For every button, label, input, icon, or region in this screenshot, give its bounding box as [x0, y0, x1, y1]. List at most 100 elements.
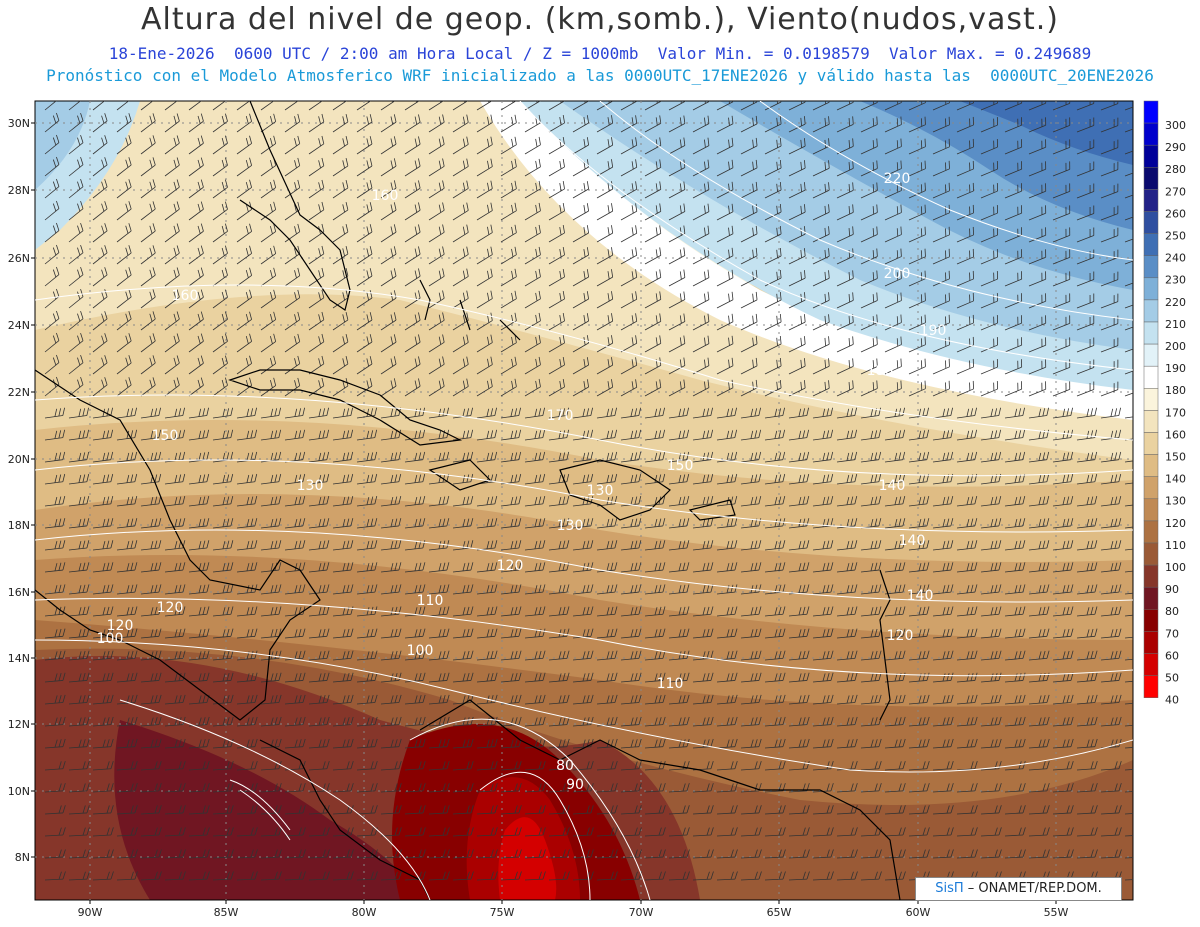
wind-barb [116, 135, 132, 155]
wind-barb [1076, 650, 1098, 661]
wind-barb [716, 137, 734, 155]
wind-barb [116, 540, 138, 551]
wind-barb [932, 138, 950, 155]
wind-barb [500, 672, 522, 683]
wind-barb [692, 495, 714, 507]
wind-barb [44, 628, 66, 639]
wind-barb [260, 135, 277, 155]
wind-barb [284, 201, 301, 221]
wind-barb [668, 473, 690, 485]
wind-barb [92, 694, 114, 705]
wind-barb [1124, 238, 1133, 243]
wind-barb [1100, 628, 1122, 639]
wind-barb [740, 473, 762, 485]
wind-barb [404, 694, 426, 705]
credit-box: SisΠ – ONAMET/REP.DOM. [915, 877, 1122, 901]
wind-barb [236, 716, 258, 727]
wind-barb [620, 291, 638, 309]
wind-barb [668, 407, 690, 419]
wind-barb [68, 650, 90, 661]
wind-barb [740, 159, 758, 177]
wind-barb [212, 223, 228, 243]
wind-barb [572, 101, 589, 111]
wind-barb [572, 805, 594, 815]
wind-barb [644, 313, 662, 331]
wind-barb [692, 181, 710, 199]
wind-barb [1124, 282, 1133, 287]
wind-barb [308, 451, 330, 463]
wind-barb [620, 650, 642, 661]
wind-barb [68, 783, 90, 793]
wind-barb [716, 518, 738, 529]
wind-barb [188, 451, 210, 463]
wind-barb [716, 738, 738, 749]
wind-barb [1004, 407, 1026, 419]
wind-barb [860, 584, 882, 595]
wind-barb [1052, 518, 1074, 529]
lon-label: 80W [352, 906, 377, 919]
wind-barb [68, 805, 90, 815]
wind-barb [668, 783, 690, 793]
wind-barb [692, 473, 714, 485]
wind-barb [68, 738, 90, 749]
wind-barb [548, 114, 565, 133]
wind-barb [212, 518, 234, 529]
wind-barb [1004, 451, 1026, 463]
wind-barb [548, 101, 565, 111]
contour-label: 150 [152, 428, 179, 444]
wind-barb [356, 562, 378, 573]
contour-label: 180 [867, 363, 894, 379]
wind-barb [1100, 650, 1122, 661]
wind-barb [932, 606, 954, 617]
wind-barb [1028, 249, 1047, 265]
wind-barb [620, 225, 638, 243]
wind-barb [1100, 337, 1119, 353]
wind-barb [308, 333, 325, 353]
wind-barb [380, 180, 397, 199]
wind-barb [932, 672, 954, 683]
wind-barb [452, 114, 469, 133]
wind-barb [1100, 562, 1122, 573]
wind-barb [1124, 592, 1133, 595]
wind-barb [164, 311, 180, 331]
wind-barb [452, 606, 474, 617]
colorbar-label: 120 [1165, 517, 1186, 530]
wind-barb [908, 407, 930, 419]
wind-barb [572, 540, 594, 551]
wind-barb [1076, 293, 1095, 309]
colorbar-label: 200 [1165, 340, 1186, 353]
wind-barb [212, 333, 228, 353]
wind-barb [980, 139, 999, 155]
wind-barb [812, 716, 834, 727]
wind-barb [68, 716, 90, 727]
wind-barb [932, 584, 954, 595]
wind-barb [428, 268, 445, 287]
wind-barb [1004, 139, 1023, 155]
wind-barb [644, 606, 666, 617]
wind-barb [764, 313, 782, 331]
wind-barb [764, 650, 786, 661]
wind-barb [1028, 495, 1050, 507]
wind-barb [500, 495, 522, 507]
colorbar-swatch [1143, 542, 1159, 566]
wind-barb [404, 518, 426, 529]
wind-barb [644, 181, 662, 199]
wind-barb [356, 606, 378, 617]
wind-barb [116, 716, 138, 727]
wind-barb [836, 562, 858, 573]
wind-barb [308, 540, 330, 551]
wind-barb [44, 495, 66, 507]
wind-barb [572, 473, 594, 485]
wind-barb [620, 379, 638, 397]
colorbar-label: 100 [1165, 561, 1186, 574]
wind-barb [236, 113, 252, 133]
wind-barb [956, 314, 974, 331]
wind-barb [788, 407, 810, 419]
wind-barb [596, 269, 614, 287]
wind-barb [140, 289, 156, 309]
wind-barb [356, 451, 378, 463]
wind-barb [212, 584, 234, 595]
wind-barb [428, 202, 445, 221]
wind-barb [476, 495, 498, 507]
wind-barb [860, 451, 882, 463]
